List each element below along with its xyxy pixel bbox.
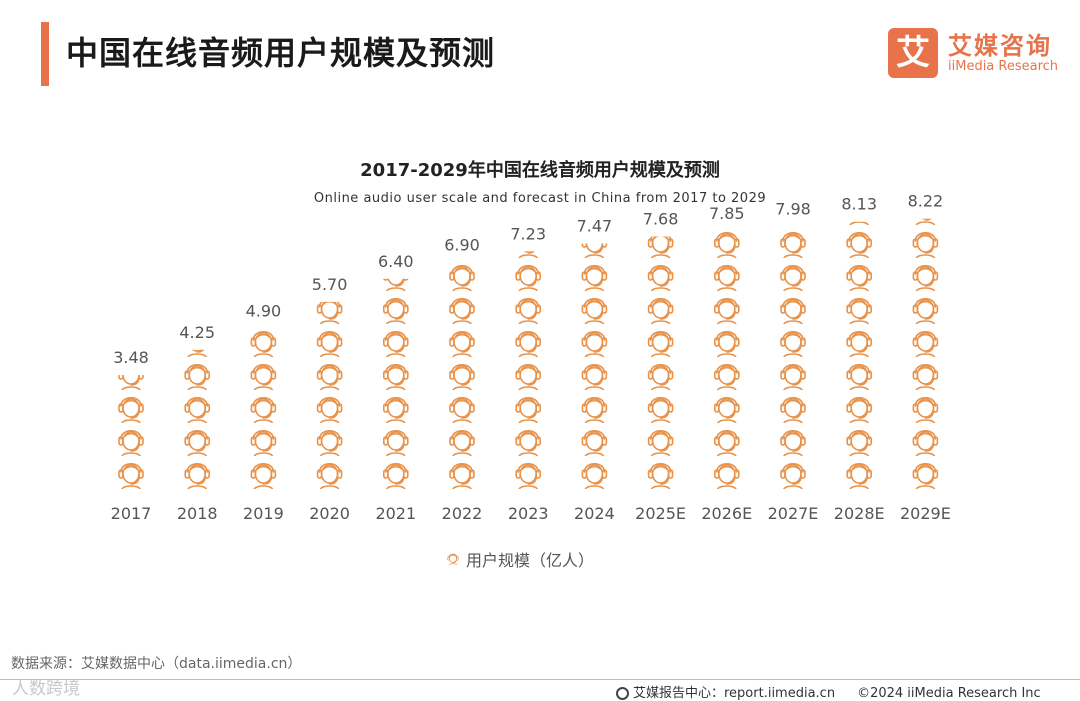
x-tick-2019: 2019 bbox=[243, 504, 284, 523]
value-label-2028E: 8.13 bbox=[841, 195, 877, 214]
chart-title: 2017-2029年中国在线音频用户规模及预测 bbox=[360, 160, 720, 181]
value-label-2026E: 7.85 bbox=[709, 204, 745, 223]
logo-name-cn: 艾媒咨询 bbox=[948, 32, 1052, 60]
x-tick-2018: 2018 bbox=[177, 504, 218, 523]
x-tick-2024: 2024 bbox=[574, 504, 615, 523]
x-tick-2020: 2020 bbox=[309, 504, 350, 523]
value-label-2019: 4.90 bbox=[246, 301, 282, 320]
x-tick-2022: 2022 bbox=[442, 504, 483, 523]
bar-2026E bbox=[713, 231, 740, 489]
report-center-icon bbox=[616, 687, 629, 700]
bar-2021 bbox=[382, 278, 409, 489]
logo-name-en: iiMedia Research bbox=[948, 59, 1059, 74]
x-tick-2026E: 2026E bbox=[701, 504, 752, 523]
bar-2025E bbox=[647, 236, 674, 489]
value-label-2021: 6.40 bbox=[378, 252, 414, 271]
bar-2027E bbox=[780, 231, 806, 489]
x-tick-2028E: 2028E bbox=[834, 504, 885, 523]
value-label-2022: 6.90 bbox=[444, 235, 480, 254]
bar-2024 bbox=[581, 243, 608, 489]
value-label-2027E: 7.98 bbox=[775, 200, 811, 219]
brand-logo: 艾 艾媒咨询 iiMedia Research bbox=[888, 26, 1068, 82]
value-label-2018: 4.25 bbox=[179, 323, 215, 342]
bar-2028E bbox=[846, 221, 873, 489]
legend-label: 用户规模（亿人） bbox=[466, 551, 595, 570]
report-center-link[interactable]: 艾媒报告中心：report.iimedia.cn bbox=[633, 686, 836, 701]
legend-headset-icon bbox=[447, 553, 459, 565]
logo-mark-icon: 艾 bbox=[888, 28, 938, 78]
copyright: ©2024 iiMedia Research Inc bbox=[857, 686, 1041, 701]
value-label-2017: 3.48 bbox=[113, 348, 149, 367]
footer-divider bbox=[0, 679, 1080, 680]
value-label-2020: 5.70 bbox=[312, 275, 348, 294]
x-tick-2023: 2023 bbox=[508, 504, 549, 523]
value-label-2024: 7.47 bbox=[577, 216, 613, 235]
x-tick-2025E: 2025E bbox=[635, 504, 686, 523]
bar-2020 bbox=[316, 301, 343, 489]
bar-2019 bbox=[250, 330, 277, 489]
watermark: 人数跨境 bbox=[12, 679, 80, 699]
bar-2022 bbox=[449, 264, 475, 489]
bar-2029E bbox=[912, 218, 939, 489]
x-tick-2021: 2021 bbox=[375, 504, 416, 523]
data-source: 数据来源：艾媒数据中心（data.iimedia.cn） bbox=[11, 656, 302, 672]
bar-2018 bbox=[184, 349, 210, 489]
x-tick-2029E: 2029E bbox=[900, 504, 951, 523]
value-label-2023: 7.23 bbox=[510, 224, 546, 243]
chart-subtitle: Online audio user scale and forecast in … bbox=[313, 191, 767, 206]
value-label-2029E: 8.22 bbox=[908, 192, 944, 211]
bar-2017 bbox=[118, 375, 144, 489]
value-label-2025E: 7.68 bbox=[643, 210, 679, 229]
page-title: 中国在线音频用户规模及预测 bbox=[66, 34, 496, 72]
x-tick-2027E: 2027E bbox=[768, 504, 819, 523]
bar-2023 bbox=[515, 251, 542, 489]
footer-right: 艾媒报告中心：report.iimedia.cn ©2024 iiMedia Re… bbox=[616, 682, 1041, 701]
x-tick-2017: 2017 bbox=[111, 504, 152, 523]
title-accent-bar bbox=[41, 22, 49, 86]
